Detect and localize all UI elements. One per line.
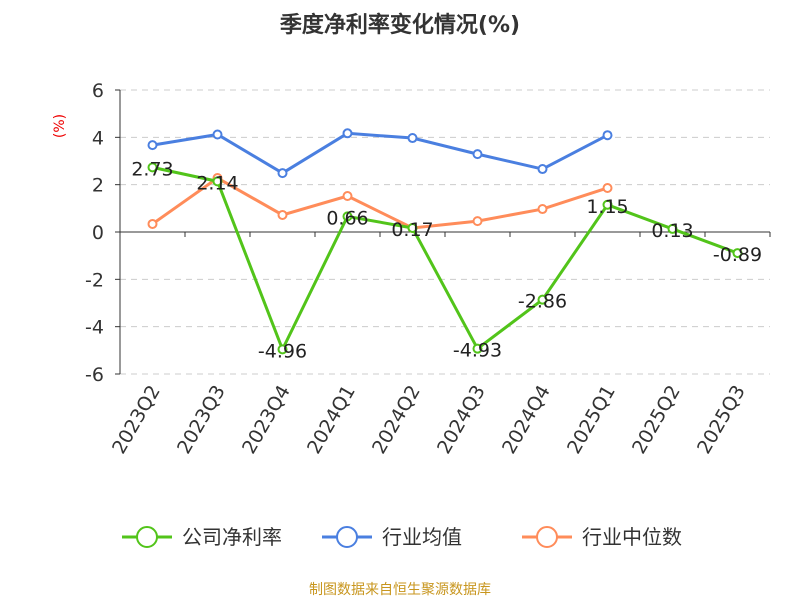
x-tick-label: 2024Q4 (498, 382, 555, 458)
legend-marker (536, 526, 558, 548)
legend-marker (336, 526, 358, 548)
data-point (277, 344, 288, 355)
legend-label: 行业中位数 (582, 525, 682, 549)
data-point (732, 248, 743, 259)
data-point (537, 164, 548, 175)
data-point (342, 128, 353, 139)
data-point (472, 149, 483, 160)
y-tick-label: 2 (92, 175, 104, 197)
series-line (151, 176, 608, 230)
data-point (472, 343, 483, 354)
y-axis-label: (%) (52, 114, 68, 138)
x-tick-label: 2023Q2 (108, 382, 165, 458)
legend-marker (136, 526, 158, 548)
data-label: 2.73 (131, 158, 173, 180)
data-point (147, 162, 158, 173)
data-label: -4.93 (453, 340, 502, 362)
data-point (537, 294, 548, 305)
data-point (537, 204, 548, 215)
chart-title: 季度净利率变化情况(%) (280, 12, 520, 38)
data-point (147, 218, 158, 229)
data-label: 0.17 (391, 219, 433, 241)
series-line (152, 165, 739, 354)
x-tick-label: 2024Q1 (303, 382, 360, 458)
y-tick-label: 6 (92, 80, 104, 102)
data-point (212, 129, 223, 140)
x-tick-label: 2025Q1 (563, 382, 620, 458)
x-tick-label: 2025Q2 (628, 382, 685, 458)
y-tick-label: 0 (92, 222, 104, 244)
data-point (472, 216, 483, 227)
data-point (602, 182, 613, 193)
data-point (602, 199, 613, 210)
x-tick-label: 2024Q2 (368, 382, 425, 458)
data-point (212, 176, 223, 187)
legend-label: 公司净利率 (182, 525, 282, 549)
data-point (667, 223, 678, 234)
data-label: -4.96 (258, 340, 307, 362)
data-point (147, 140, 158, 151)
data-point (277, 168, 288, 179)
x-tick-label: 2023Q4 (238, 382, 295, 458)
y-tick-label: -2 (85, 269, 104, 291)
legend-label: 行业均值 (382, 525, 462, 549)
data-point (277, 209, 288, 220)
source-note: 制图数据来自恒生聚源数据库 (309, 582, 491, 598)
data-label: 2.14 (196, 172, 238, 194)
data-point (342, 211, 353, 222)
y-tick-label: -4 (85, 317, 104, 339)
data-label: 0.13 (651, 220, 693, 242)
data-label: -2.86 (518, 291, 567, 313)
series-line (152, 131, 609, 175)
data-label: 1.15 (586, 196, 628, 218)
x-tick-label: 2024Q3 (433, 382, 490, 458)
data-point (407, 222, 418, 233)
x-tick-label: 2023Q3 (173, 382, 230, 458)
data-point (342, 191, 353, 202)
y-tick-label: -6 (85, 364, 104, 386)
data-point (407, 133, 418, 144)
x-tick-label: 2025Q3 (693, 382, 750, 458)
y-tick-label: 4 (92, 127, 104, 149)
data-label: 0.66 (326, 207, 368, 229)
data-label: -0.89 (713, 244, 762, 266)
data-point (602, 130, 613, 141)
